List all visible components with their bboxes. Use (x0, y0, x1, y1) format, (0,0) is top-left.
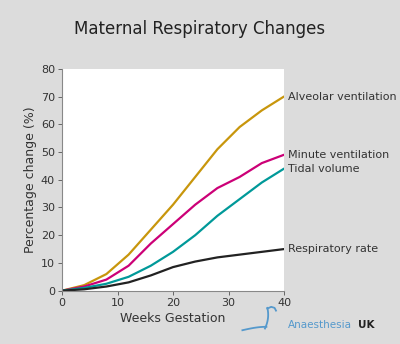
Text: Respiratory rate: Respiratory rate (288, 244, 378, 254)
Y-axis label: Percentage change (%): Percentage change (%) (24, 106, 37, 253)
Text: Alveolar ventilation: Alveolar ventilation (288, 92, 397, 101)
X-axis label: Weeks Gestation: Weeks Gestation (120, 312, 226, 325)
Text: Minute ventilation: Minute ventilation (288, 150, 390, 160)
Text: Maternal Respiratory Changes: Maternal Respiratory Changes (74, 20, 326, 38)
Text: Tidal volume: Tidal volume (288, 164, 360, 174)
Text: Anaesthesia: Anaesthesia (288, 320, 352, 330)
Text: UK: UK (358, 320, 374, 330)
